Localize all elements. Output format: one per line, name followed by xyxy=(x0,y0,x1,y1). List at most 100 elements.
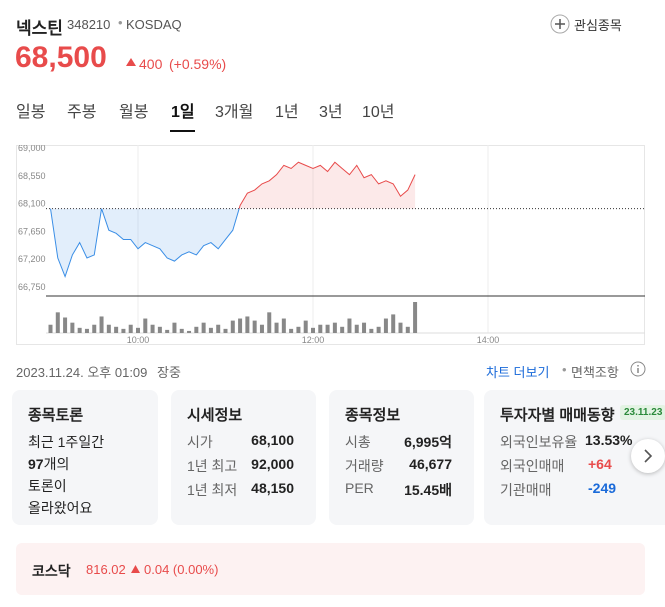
y-tick-label: 67,650 xyxy=(18,226,46,236)
index-change: 0.04 (0.00%) xyxy=(144,562,219,577)
info-icon xyxy=(630,361,646,377)
y-tick-label: 68,550 xyxy=(18,171,46,181)
index-name: 코스닥 xyxy=(32,563,71,579)
volume-bar xyxy=(208,327,213,333)
market: KOSDAQ xyxy=(126,17,182,32)
volume-bar xyxy=(296,326,301,333)
volume-bar xyxy=(223,328,228,333)
separator: • xyxy=(562,362,567,377)
volume-bar xyxy=(311,327,315,333)
volume-bar xyxy=(179,328,184,333)
index-value: 816.02 xyxy=(86,562,126,577)
volume-bar xyxy=(201,322,206,333)
row-label: 기관매매 xyxy=(500,482,552,498)
watch-label: 관심종목 xyxy=(574,17,622,33)
tab-underline xyxy=(170,130,195,132)
tab: 3개월 xyxy=(215,104,254,121)
chart-frame xyxy=(16,145,645,345)
index-bar[interactable]: 코스닥 816.02 0.04 (0.00%) xyxy=(16,543,645,595)
volume-bar xyxy=(274,322,279,333)
card[interactable]: 종목토론 최근 1주일간 97개의 토론이 올라왔어요 xyxy=(12,390,158,525)
volume-bar xyxy=(77,327,82,333)
volume-bar xyxy=(230,320,235,333)
card-title: 종목토론 xyxy=(28,407,84,424)
tab: 주봉 xyxy=(67,104,97,121)
area-down xyxy=(50,208,416,277)
volume-bar xyxy=(245,316,250,333)
next-button[interactable] xyxy=(631,439,665,473)
row-label: 거래량 xyxy=(345,458,384,474)
volume-bar xyxy=(281,318,286,333)
stock-code: 348210 xyxy=(67,17,111,32)
y-tick-label: 67,200 xyxy=(18,254,46,264)
row-value: 48,150 xyxy=(251,480,294,496)
volume-bar xyxy=(383,318,388,333)
volume-bar xyxy=(376,326,381,333)
volume-bar xyxy=(391,314,396,333)
y-tick-label: 66,750 xyxy=(18,282,46,292)
stock-name: 넥스틴 xyxy=(16,19,63,38)
row-label: 시총 xyxy=(345,434,371,450)
volume-bar xyxy=(289,328,294,333)
tab: 일봉 xyxy=(16,104,46,121)
row-value: 15.45배 xyxy=(404,482,452,498)
volume-bar xyxy=(347,318,352,333)
tab: 1년 xyxy=(275,104,299,121)
row-value: 13.53% xyxy=(585,432,633,448)
row-label: 1년 최저 xyxy=(187,482,238,498)
volume-bar xyxy=(63,317,68,333)
volume-bar xyxy=(267,312,272,333)
area-up xyxy=(239,162,416,209)
volume-bar xyxy=(332,322,337,333)
y-tick-label: 68,100 xyxy=(18,199,46,209)
volume-bar xyxy=(128,324,133,333)
volume-bar xyxy=(136,327,140,333)
chevron xyxy=(644,449,653,463)
more-link[interactable]: 차트 더보기 xyxy=(486,365,550,380)
row-label: 1년 최고 xyxy=(187,458,238,474)
chart: 10:00 12:00 14:00 66,750 67,200 67,650 68,100 6… xyxy=(18,145,645,345)
volume-bar xyxy=(157,326,162,333)
date-badge: 23.11.23 xyxy=(620,405,665,420)
volume-bar xyxy=(259,324,264,333)
volume-bar xyxy=(398,322,403,333)
up-arrow xyxy=(131,565,140,573)
volume-bar xyxy=(48,324,53,333)
volume-bar xyxy=(303,320,308,333)
volume-bar xyxy=(405,326,410,333)
volume-bar xyxy=(99,316,104,333)
card-title: 시세정보 xyxy=(187,407,243,424)
row-label: 시가 xyxy=(187,434,213,450)
volume-bar xyxy=(121,328,126,333)
price: 68,500 xyxy=(15,41,107,74)
watch-button[interactable]: 관심종목 xyxy=(550,12,622,36)
volume-bar xyxy=(318,324,323,333)
volume-bar xyxy=(172,322,177,333)
card[interactable]: 투자자별 매매동향 23.11.23 외국인보유율 13.53% 외국인매매 +64 기관매… xyxy=(484,390,665,525)
tab[interactable]: 1일 xyxy=(171,104,195,121)
price-line-up xyxy=(50,161,416,209)
volume-bar xyxy=(325,324,330,333)
x-tick-label: 12:00 xyxy=(302,335,325,345)
card-text: 개의 xyxy=(43,456,70,472)
card-title: 투자자별 매매동향 xyxy=(500,407,615,424)
x-tick-label: 14:00 xyxy=(477,335,500,345)
card-text: 토론이 xyxy=(28,478,67,494)
row-value: 6,995억 xyxy=(404,434,452,450)
volume-bar xyxy=(354,324,359,333)
volume-bar xyxy=(143,318,148,333)
volume-bar xyxy=(216,324,221,333)
card-title: 종목정보 xyxy=(345,407,401,424)
card-text: 최근 1주일간 xyxy=(28,434,105,450)
volume-bar xyxy=(340,326,345,333)
tab: 월봉 xyxy=(119,104,149,121)
volume-bar xyxy=(362,322,367,333)
card[interactable]: 종목정보 시총 6,995억 거래량 46,677 PER 15.45배 xyxy=(329,390,474,525)
card[interactable]: 시세정보 시가 68,100 1년 최고 92,000 1년 최저 48,150 xyxy=(171,390,316,525)
row-value: 92,000 xyxy=(251,456,294,472)
volume-bar xyxy=(252,320,257,333)
volume-bar xyxy=(369,328,374,333)
disclaimer[interactable]: 면책조항 xyxy=(571,365,619,380)
row-label: 외국인매매 xyxy=(500,458,565,474)
